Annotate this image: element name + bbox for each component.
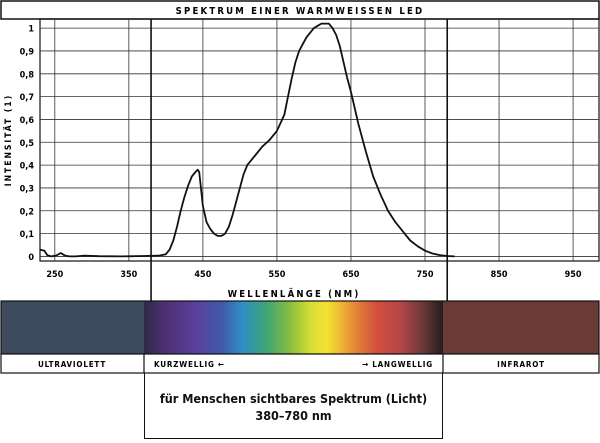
x-tick-label: 250: [46, 270, 63, 280]
x-axis-label: WELLENLÄNGE (NM): [228, 289, 361, 300]
long-wave-label: → LANGWELLIG: [362, 360, 433, 369]
ultraviolet-label: ULTRAVIOLETT: [38, 360, 106, 369]
short-wave-label: KURZWELLIG ←: [154, 360, 225, 369]
caption-line-1: für Menschen sichtbares Spektrum (Licht): [159, 391, 428, 406]
infrared-band: [443, 301, 599, 354]
y-tick-label: 1: [28, 25, 34, 35]
x-tick-labels: 250 350 450 550 650 750 850 950: [46, 270, 582, 280]
visible-range-boundaries: [150, 19, 449, 301]
x-tick-label: 550: [268, 270, 285, 280]
chart-title: SPEKTRUM EINER WARMWEISSEN LED: [176, 6, 425, 17]
y-tick-label: 0,6: [20, 116, 35, 126]
y-axis-label: INTENSITÄT (1): [3, 94, 14, 186]
visible-spectrum-caption: für Menschen sichtbares Spektrum (Licht)…: [144, 373, 443, 439]
y-tick-label: 0,4: [20, 162, 35, 172]
plot-frame: [39, 18, 600, 262]
caption-line-2: 380–780 nm: [255, 408, 332, 423]
x-tick-label: 450: [194, 270, 211, 280]
y-tick-label: 0: [28, 253, 34, 263]
x-tick-label: 950: [565, 270, 582, 280]
y-tick-label: 0,1: [20, 230, 35, 240]
visible-band: [144, 301, 443, 354]
spectrum-line: [39, 22, 455, 258]
x-tick-label: 350: [120, 270, 137, 280]
y-tick-label: 0,9: [20, 47, 35, 57]
ultraviolet-band: [1, 301, 144, 354]
y-tick-label: 0,8: [20, 70, 35, 80]
y-tick-label: 0,2: [20, 207, 34, 217]
y-tick-labels: 0 0,1 0,2 0,3 0,4 0,5 0,6 0,7 0,8 0,9 1: [20, 25, 35, 263]
band-labels-frame: [0, 353, 600, 374]
y-tick-label: 0,5: [20, 139, 35, 149]
x-tick-label: 750: [417, 270, 434, 280]
y-tick-label: 0,7: [20, 93, 34, 103]
infrared-label: INFRAROT: [497, 360, 545, 369]
grid: [40, 19, 599, 261]
x-tick-label: 850: [491, 270, 508, 280]
x-tick-label: 650: [343, 270, 360, 280]
y-tick-label: 0,3: [20, 184, 34, 194]
